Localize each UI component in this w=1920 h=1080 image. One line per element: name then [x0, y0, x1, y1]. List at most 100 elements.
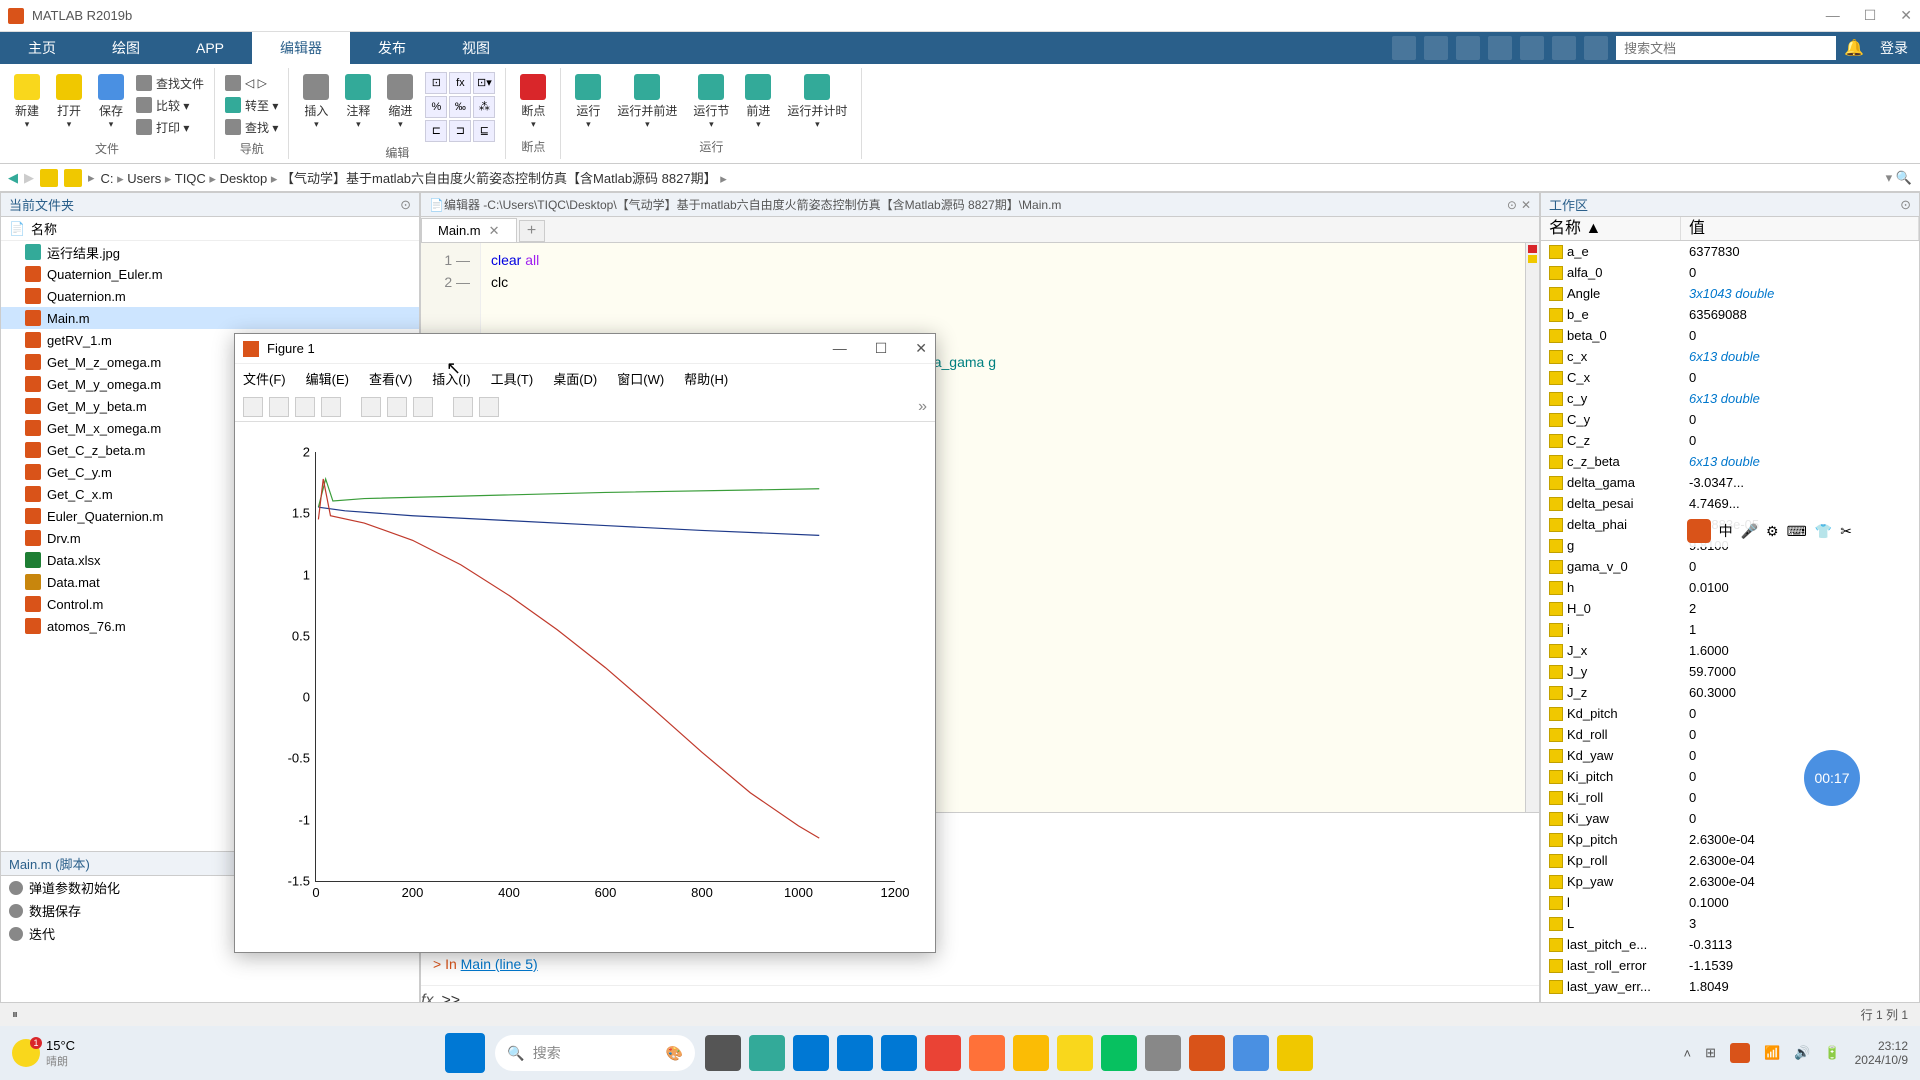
edit-tool-icon[interactable]: fx: [449, 72, 471, 94]
panel-close-icon[interactable]: ✕: [1521, 198, 1531, 212]
ws-var-row[interactable]: delta_pesai4.7469...: [1541, 493, 1919, 514]
ws-name-header[interactable]: 名称 ▲: [1541, 217, 1681, 240]
copy-icon[interactable]: [1456, 36, 1480, 60]
taskbar-app-icon[interactable]: [1189, 1035, 1225, 1071]
ws-var-row[interactable]: Ki_pitch0: [1541, 766, 1919, 787]
tool-运行节[interactable]: 运行节▾: [689, 72, 733, 132]
start-button[interactable]: [445, 1033, 485, 1073]
edit-tool-icon[interactable]: ⊐: [449, 120, 471, 142]
tool-运行并计时[interactable]: 运行并计时▾: [783, 72, 851, 132]
file-row[interactable]: Quaternion_Euler.m: [1, 263, 419, 285]
folder-icon[interactable]: [40, 169, 58, 187]
breadcrumb-seg[interactable]: 【气动学】基于matlab六自由度火箭姿态控制仿真【含Matlab源码 8827…: [281, 171, 717, 186]
wifi-icon[interactable]: 📶: [1764, 1045, 1780, 1061]
help-icon[interactable]: [1552, 36, 1576, 60]
file-row[interactable]: Main.m: [1, 307, 419, 329]
ws-var-row[interactable]: Kd_yaw0: [1541, 745, 1919, 766]
edit-tool-icon[interactable]: ‰: [449, 96, 471, 118]
taskbar-app-icon[interactable]: [705, 1035, 741, 1071]
ribbon-tab-4[interactable]: 发布: [350, 32, 434, 64]
tool-转至 ▾[interactable]: 转至 ▾: [225, 94, 278, 116]
search-docs-input[interactable]: [1616, 36, 1836, 60]
tray-ime-icon[interactable]: [1730, 1043, 1750, 1063]
editor-tab[interactable]: Main.m ✕: [421, 218, 517, 242]
tool-前进[interactable]: 前进▾: [741, 72, 775, 132]
minimap[interactable]: [1525, 243, 1539, 812]
volume-icon[interactable]: 🔊: [1794, 1045, 1810, 1061]
ws-var-row[interactable]: a_e6377830: [1541, 241, 1919, 262]
battery-icon[interactable]: 🔋: [1824, 1045, 1840, 1061]
taskbar-search[interactable]: 🔍 搜索 🎨: [495, 1035, 695, 1071]
figure-menu[interactable]: 工具(T): [491, 369, 534, 388]
undo-icon[interactable]: [1520, 36, 1544, 60]
ribbon-tab-3[interactable]: 编辑器: [252, 32, 350, 64]
ws-var-row[interactable]: Angle3x1043 double: [1541, 283, 1919, 304]
ws-var-row[interactable]: last_yaw_err...1.8049: [1541, 976, 1919, 997]
file-row[interactable]: Quaternion.m: [1, 285, 419, 307]
save-icon[interactable]: [1392, 36, 1416, 60]
panel-menu-icon[interactable]: ⊙: [400, 197, 411, 213]
figure-menu[interactable]: 插入(I): [432, 369, 470, 388]
ws-var-row[interactable]: Kp_roll2.6300e-04: [1541, 850, 1919, 871]
edit-tool-icon[interactable]: %: [425, 96, 447, 118]
ws-var-row[interactable]: last_roll_error-1.1539: [1541, 955, 1919, 976]
weather-widget[interactable]: 15°C 晴朗: [12, 1038, 75, 1069]
back-button[interactable]: ◀: [8, 170, 18, 186]
ribbon-tab-2[interactable]: APP: [168, 32, 252, 64]
figure-menu[interactable]: 编辑(E): [306, 369, 349, 388]
tray-icon[interactable]: ⊞: [1705, 1045, 1716, 1061]
close-button[interactable]: ✕: [915, 340, 927, 357]
name-column-header[interactable]: 名称: [31, 219, 57, 238]
tool-打开[interactable]: 打开▾: [52, 72, 86, 132]
cut-icon[interactable]: [1424, 36, 1448, 60]
ws-var-row[interactable]: L3: [1541, 913, 1919, 934]
rotate-icon[interactable]: [413, 397, 433, 417]
ws-var-row[interactable]: b_e63569088: [1541, 304, 1919, 325]
edit-tool-icon[interactable]: ⊏: [425, 120, 447, 142]
tool-注释[interactable]: 注释▾: [341, 72, 375, 132]
edit-tool-icon[interactable]: ⊑: [473, 120, 495, 142]
taskbar-app-icon[interactable]: [749, 1035, 785, 1071]
ws-var-row[interactable]: gama_v_00: [1541, 556, 1919, 577]
maximize-button[interactable]: ☐: [875, 340, 888, 357]
ws-var-row[interactable]: Kp_yaw2.6300e-04: [1541, 871, 1919, 892]
print-icon[interactable]: [321, 397, 341, 417]
tool-运行并前进[interactable]: 运行并前进▾: [613, 72, 681, 132]
new-figure-icon[interactable]: [243, 397, 263, 417]
breadcrumb-seg[interactable]: TIQC: [175, 171, 206, 186]
taskbar-app-icon[interactable]: [793, 1035, 829, 1071]
insert-icon[interactable]: [479, 397, 499, 417]
taskbar-app-icon[interactable]: [1057, 1035, 1093, 1071]
figure-menu[interactable]: 窗口(W): [617, 369, 664, 388]
figure-menu[interactable]: 桌面(D): [553, 369, 597, 388]
ws-var-row[interactable]: h0.0100: [1541, 577, 1919, 598]
ws-value-header[interactable]: 值: [1681, 217, 1919, 240]
tool-缩进[interactable]: 缩进▾: [383, 72, 417, 132]
ws-var-row[interactable]: l0.1000: [1541, 892, 1919, 913]
taskbar-app-icon[interactable]: [837, 1035, 873, 1071]
cursor-icon[interactable]: [453, 397, 473, 417]
tray-chevron-icon[interactable]: ˄: [1684, 1046, 1692, 1061]
ribbon-tab-0[interactable]: 主页: [0, 32, 84, 64]
minimize-button[interactable]: —: [1826, 7, 1840, 24]
paste-icon[interactable]: [1488, 36, 1512, 60]
ime-toolbar[interactable]: 中🎤⚙⌨👕✂: [1679, 515, 1860, 547]
open-icon[interactable]: [269, 397, 289, 417]
edit-tool-icon[interactable]: ⊡▾: [473, 72, 495, 94]
panel-menu-icon[interactable]: ⊙: [1900, 197, 1911, 213]
tool-断点[interactable]: 断点▾: [516, 72, 550, 132]
taskbar-app-icon[interactable]: [1233, 1035, 1269, 1071]
addr-dropdown[interactable]: ▾ 🔍: [1886, 170, 1912, 186]
taskbar-app-icon[interactable]: [969, 1035, 1005, 1071]
edit-tool-icon[interactable]: ⊡: [425, 72, 447, 94]
login-link[interactable]: 登录: [1880, 38, 1908, 58]
taskbar-app-icon[interactable]: [1013, 1035, 1049, 1071]
ws-var-row[interactable]: C_y0: [1541, 409, 1919, 430]
ws-var-row[interactable]: beta_00: [1541, 325, 1919, 346]
ws-var-row[interactable]: alfa_00: [1541, 262, 1919, 283]
taskbar-app-icon[interactable]: [1277, 1035, 1313, 1071]
figure-menu[interactable]: 文件(F): [243, 369, 286, 388]
figure-menu[interactable]: 帮助(H): [684, 369, 728, 388]
file-row[interactable]: 运行结果.jpg: [1, 241, 419, 263]
taskbar-app-icon[interactable]: [1101, 1035, 1137, 1071]
